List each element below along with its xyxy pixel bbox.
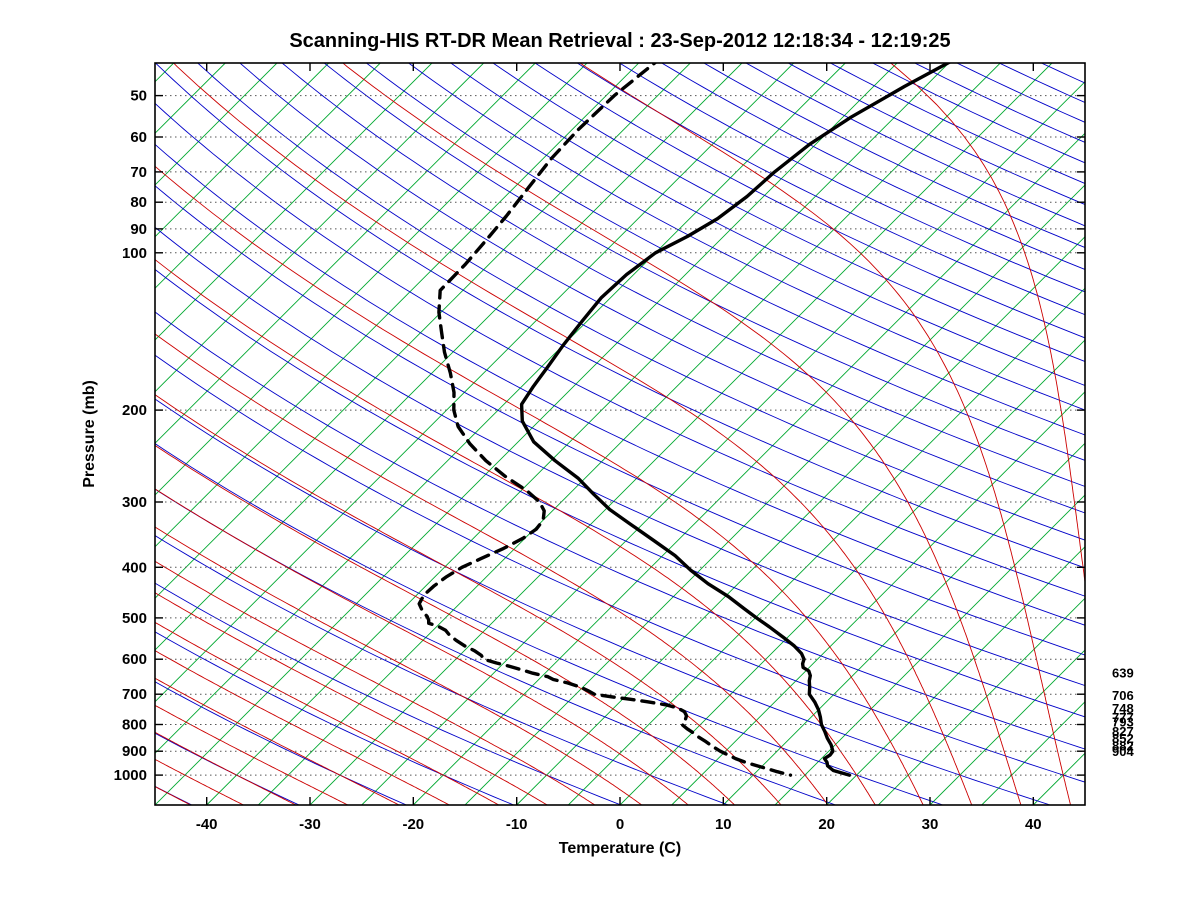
svg-text:800: 800	[122, 717, 147, 734]
svg-text:777: 777	[1112, 710, 1134, 725]
moist-adiabat-lines	[155, 63, 1085, 805]
svg-text:50: 50	[130, 88, 147, 105]
dewpoint-curve	[417, 63, 793, 777]
dry-adiabat-lines	[155, 63, 1085, 805]
svg-text:400: 400	[122, 559, 147, 576]
svg-text:100: 100	[122, 245, 147, 262]
plot-area	[155, 63, 1085, 805]
svg-text:10: 10	[715, 816, 732, 833]
svg-text:-20: -20	[402, 816, 424, 833]
svg-text:60: 60	[130, 129, 147, 146]
svg-text:20: 20	[818, 816, 835, 833]
svg-text:30: 30	[922, 816, 939, 833]
pressure-gridlines	[155, 95, 1085, 776]
svg-text:500: 500	[122, 610, 147, 627]
chart-title: Scanning-HIS RT-DR Mean Retrieval : 23-S…	[289, 30, 951, 52]
svg-text:-10: -10	[506, 816, 528, 833]
svg-text:882: 882	[1112, 739, 1134, 754]
svg-text:900: 900	[122, 743, 147, 760]
svg-text:40: 40	[1025, 816, 1042, 833]
svg-text:90: 90	[130, 221, 147, 238]
temperature-curve	[519, 63, 952, 777]
svg-text:-40: -40	[196, 816, 218, 833]
isotherm-lines	[155, 63, 1085, 805]
x-axis-ticks: -40 -30 -20 -10 0 10 20 30 40	[196, 63, 1042, 833]
svg-text:793: 793	[1112, 715, 1134, 730]
svg-text:-30: -30	[299, 816, 321, 833]
svg-text:748: 748	[1112, 701, 1134, 716]
svg-text:827: 827	[1112, 724, 1134, 739]
svg-text:904: 904	[1112, 744, 1134, 759]
svg-text:80: 80	[130, 194, 147, 211]
svg-text:706: 706	[1112, 688, 1134, 703]
svg-text:70: 70	[130, 164, 147, 181]
x-axis-title: Temperature (C)	[558, 840, 682, 857]
svg-text:700: 700	[122, 686, 147, 703]
svg-text:200: 200	[122, 402, 147, 419]
svg-text:1000: 1000	[114, 767, 147, 784]
svg-text:0: 0	[616, 816, 624, 833]
svg-text:600: 600	[122, 651, 147, 668]
y-axis-ticks: 50 60 70 80 90 100 200 300 400 500 600 700 800 900 100…	[114, 88, 1085, 784]
svg-text:852: 852	[1112, 731, 1134, 746]
svg-text:300: 300	[122, 494, 147, 511]
svg-text:639: 639	[1112, 666, 1134, 681]
